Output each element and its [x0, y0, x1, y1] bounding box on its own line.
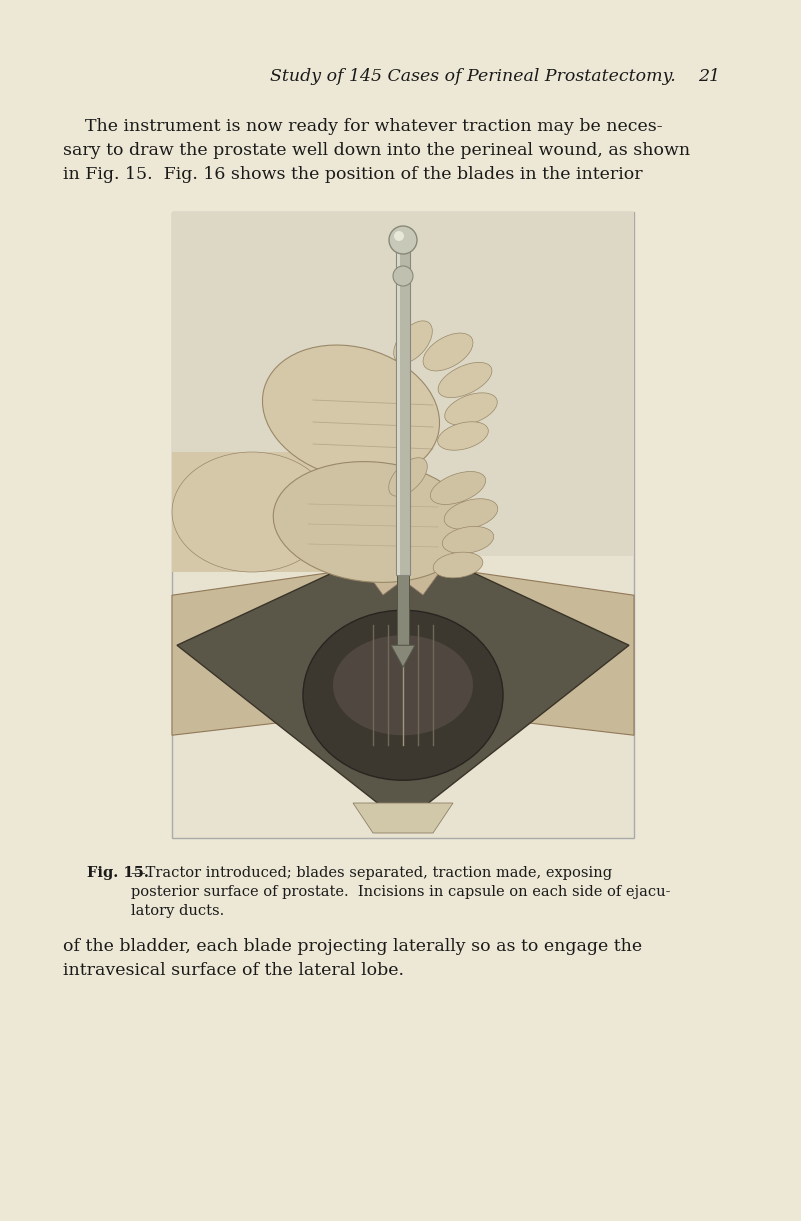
Ellipse shape	[438, 363, 492, 398]
Ellipse shape	[393, 321, 433, 363]
Text: —Tractor introduced; blades separated, traction made, exposing
posterior surface: —Tractor introduced; blades separated, t…	[131, 866, 670, 918]
Ellipse shape	[445, 498, 497, 529]
Bar	[172, 452, 327, 571]
Circle shape	[393, 266, 413, 286]
Polygon shape	[353, 803, 453, 833]
Ellipse shape	[303, 610, 503, 780]
Ellipse shape	[437, 421, 489, 451]
Text: The instrument is now ready for whatever traction may be neces-
sary to draw the: The instrument is now ready for whatever…	[63, 118, 690, 183]
Polygon shape	[343, 540, 463, 595]
Circle shape	[394, 231, 404, 241]
Ellipse shape	[433, 552, 483, 578]
Bar	[397, 230, 400, 575]
Polygon shape	[423, 565, 634, 735]
Polygon shape	[391, 645, 415, 667]
Ellipse shape	[273, 462, 473, 582]
Ellipse shape	[172, 452, 332, 571]
Circle shape	[389, 226, 417, 254]
Bar	[396, 230, 410, 575]
Text: 21: 21	[698, 68, 720, 85]
Polygon shape	[177, 540, 629, 823]
Ellipse shape	[430, 471, 485, 504]
Ellipse shape	[445, 393, 497, 425]
Polygon shape	[172, 565, 383, 735]
Text: Study of 145 Cases of Perineal Prostatectomy.: Study of 145 Cases of Perineal Prostatec…	[270, 68, 676, 85]
Text: of the bladder, each blade projecting laterally so as to engage the
intravesical: of the bladder, each blade projecting la…	[63, 938, 642, 979]
Ellipse shape	[442, 526, 493, 553]
Ellipse shape	[423, 333, 473, 371]
Bar	[172, 212, 634, 838]
Bar	[172, 212, 634, 557]
Bar	[397, 537, 409, 645]
Text: Fig. 15.: Fig. 15.	[87, 866, 149, 880]
Ellipse shape	[333, 635, 473, 735]
Ellipse shape	[388, 458, 427, 496]
Ellipse shape	[263, 346, 440, 479]
